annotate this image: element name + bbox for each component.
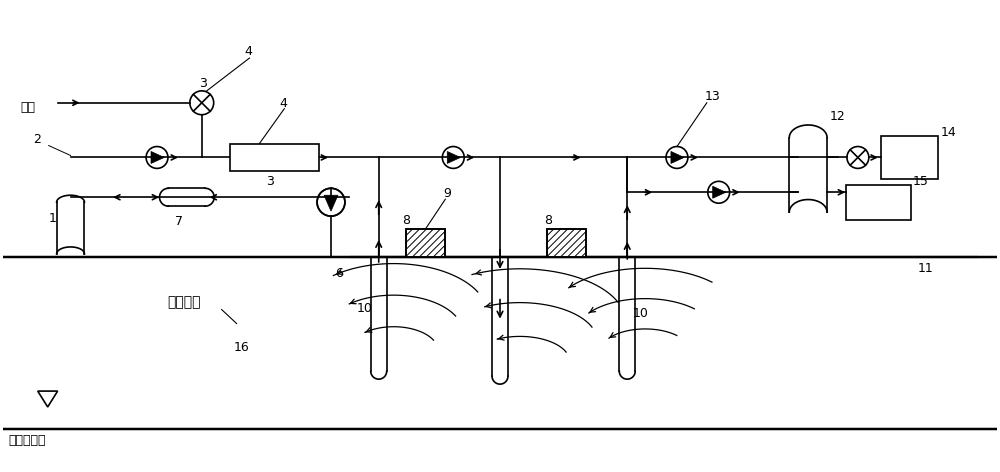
- Bar: [547, 229, 586, 257]
- Text: 8: 8: [544, 214, 552, 227]
- Text: 7: 7: [175, 215, 183, 228]
- Text: 3: 3: [266, 175, 274, 188]
- Text: 空气: 空气: [21, 101, 36, 114]
- Bar: [881, 135, 938, 179]
- Text: 1: 1: [49, 212, 57, 225]
- Bar: [406, 229, 445, 257]
- Text: 11: 11: [918, 262, 933, 275]
- Polygon shape: [713, 186, 726, 198]
- Text: 4: 4: [279, 97, 287, 110]
- Text: 12: 12: [830, 110, 846, 123]
- Text: 2: 2: [33, 133, 41, 145]
- Bar: [230, 143, 319, 171]
- Polygon shape: [324, 195, 338, 211]
- Text: 3: 3: [199, 77, 207, 90]
- Text: 8: 8: [403, 214, 411, 227]
- Polygon shape: [671, 152, 684, 163]
- Polygon shape: [151, 152, 164, 163]
- Text: 地下水位线: 地下水位线: [8, 434, 45, 447]
- Text: 16: 16: [234, 341, 249, 354]
- Text: 14: 14: [940, 126, 956, 139]
- Text: 4: 4: [245, 45, 252, 58]
- Text: 15: 15: [913, 175, 928, 188]
- Bar: [846, 185, 911, 220]
- Text: 13: 13: [705, 90, 721, 103]
- Text: 6: 6: [335, 267, 343, 280]
- Polygon shape: [323, 194, 340, 210]
- Text: 污染土壤: 污染土壤: [167, 295, 200, 310]
- Bar: [406, 229, 445, 257]
- Polygon shape: [447, 152, 460, 163]
- Text: 9: 9: [443, 187, 451, 200]
- Bar: [547, 229, 586, 257]
- Text: 10: 10: [632, 306, 648, 320]
- Text: 10: 10: [357, 302, 373, 314]
